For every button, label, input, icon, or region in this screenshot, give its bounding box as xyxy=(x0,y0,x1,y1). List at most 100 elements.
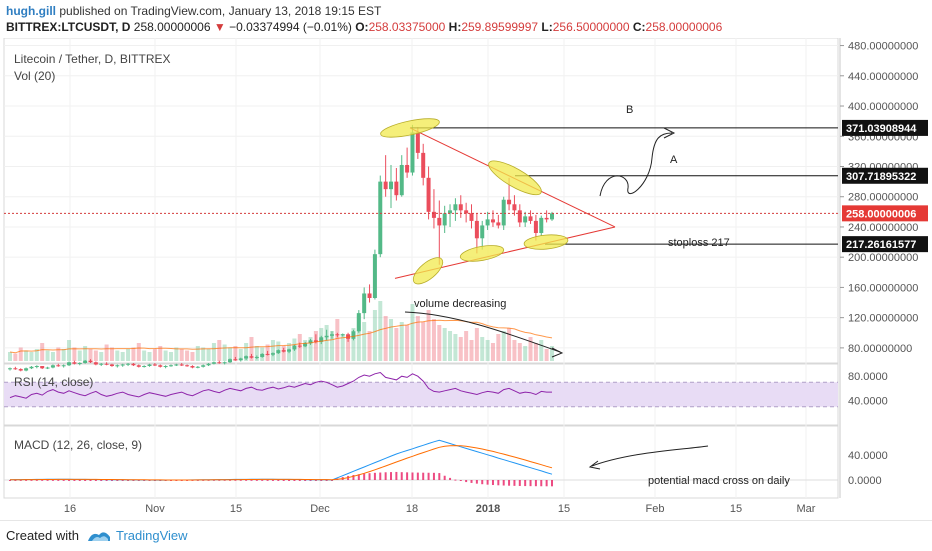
volume-bar xyxy=(217,340,222,361)
volume-bar xyxy=(136,343,141,361)
candle-body xyxy=(185,365,190,367)
macd-histogram-bar xyxy=(459,480,462,481)
macd-histogram-bar xyxy=(116,480,119,481)
chart-area[interactable]: 480.00000000 440.00000000 400.00000000 360.… xyxy=(0,37,932,520)
time-tick-label: 15 xyxy=(730,503,742,515)
macd-arrow-head-icon xyxy=(588,460,601,470)
tradingview-logo-icon[interactable] xyxy=(86,527,112,545)
macd-histogram-bar xyxy=(78,479,81,481)
open-label: O: xyxy=(355,20,369,34)
candle-body xyxy=(88,360,93,363)
volume-bar xyxy=(501,331,506,361)
annotation-volume: volume decreasing xyxy=(414,298,507,310)
candle-body xyxy=(249,356,254,358)
macd-histogram-bar xyxy=(261,479,264,481)
volume-bar xyxy=(335,319,340,361)
macd-histogram-bar xyxy=(486,480,489,485)
volume-bar xyxy=(185,350,190,361)
volume-bar xyxy=(40,343,45,361)
price-label-box xyxy=(842,167,928,184)
price-label-box xyxy=(842,205,928,222)
volume-ma-line xyxy=(9,319,553,354)
price-tick-label: 280.00000000 xyxy=(848,192,918,204)
quote-line: BITTREX:LTCUSDT, D 258.00000006 ▼ −0.033… xyxy=(6,20,722,34)
candle-body xyxy=(174,364,179,366)
candle-body xyxy=(550,213,554,220)
macd-histogram-bar xyxy=(368,473,371,480)
rsi-tick-label: 40.0000 xyxy=(848,396,888,408)
macd-histogram-bar xyxy=(395,471,398,480)
candle-body xyxy=(437,217,442,226)
candle-body xyxy=(211,362,216,364)
macd-histogram-bar xyxy=(19,479,22,481)
candle-body xyxy=(490,219,495,223)
main-pane-frame xyxy=(3,37,839,364)
candle-body xyxy=(18,369,23,371)
volume-bar xyxy=(201,347,206,361)
low-value: 256.50000000 xyxy=(552,20,630,34)
volume-bar xyxy=(426,310,431,361)
volume-bar xyxy=(147,352,152,361)
candle-body xyxy=(8,368,12,370)
volume-bar xyxy=(490,343,495,361)
candle-body xyxy=(512,204,517,211)
macd-histogram-bar xyxy=(41,479,44,481)
macd-histogram-bar xyxy=(384,472,387,480)
volume-bar xyxy=(346,337,351,361)
tradingview-brand[interactable]: TradingView xyxy=(116,528,188,543)
macd-histogram-bar xyxy=(325,480,328,481)
candle-body xyxy=(206,363,211,366)
volume-bar xyxy=(389,319,394,361)
candle-body xyxy=(533,220,538,233)
macd-histogram-bar xyxy=(373,472,376,480)
candle-body xyxy=(228,359,233,363)
author-name[interactable]: hugh.gill xyxy=(6,4,56,18)
volume-bar xyxy=(13,353,18,361)
macd-tick-label: 40.0000 xyxy=(848,450,888,462)
volume-bar xyxy=(244,343,249,361)
volume-bar xyxy=(206,349,211,361)
volume-bar xyxy=(34,349,39,361)
last-price: 258.00000006 xyxy=(133,20,211,34)
volume-bar xyxy=(168,352,173,361)
volume-bar xyxy=(507,328,512,361)
candle-body xyxy=(464,210,469,214)
macd-title: MACD (12, 26, close, 9) xyxy=(14,438,143,452)
volume-bar xyxy=(512,340,517,361)
candle-body xyxy=(394,181,399,196)
macd-histogram-bar xyxy=(30,479,33,481)
time-tick-label: 15 xyxy=(230,503,242,515)
volume-bar xyxy=(474,328,479,361)
chart-svg[interactable]: 480.00000000440.00000000400.00000000360.… xyxy=(0,37,932,520)
candle-body xyxy=(335,334,340,336)
candle-body xyxy=(131,363,136,366)
publish-line: hugh.gill published on TradingView.com, … xyxy=(6,4,381,18)
published-text: published on TradingView.com, January 13… xyxy=(59,4,382,18)
footer: Created with TradingView xyxy=(0,520,932,551)
volume-bar xyxy=(254,346,259,361)
macd-histogram-bar xyxy=(234,479,237,481)
candle-body xyxy=(453,204,458,211)
volume-bar xyxy=(372,310,377,361)
macd-histogram-bar xyxy=(105,480,108,481)
macd-histogram-bar xyxy=(35,479,38,481)
close-value: 258.00000006 xyxy=(645,20,723,34)
volume-bar xyxy=(464,331,469,361)
macd-histogram-bar xyxy=(266,479,269,481)
time-tick-label: Dec xyxy=(310,503,330,515)
price-tick-label: 160.00000000 xyxy=(848,282,918,294)
candle-body xyxy=(356,313,361,332)
volume-bar xyxy=(211,343,216,361)
volume-bar xyxy=(496,334,501,361)
candle-body xyxy=(501,199,506,226)
price-tick-label: 200.00000000 xyxy=(848,252,918,264)
volume-bar xyxy=(142,350,147,361)
high-label: H: xyxy=(448,20,462,34)
volume-bar xyxy=(319,328,324,361)
candle-body xyxy=(496,222,501,226)
price-label-text: 371.03908944 xyxy=(846,123,917,135)
candle-body xyxy=(222,362,227,364)
volume-bar xyxy=(448,331,453,361)
candle-body xyxy=(115,365,120,367)
rsi-line xyxy=(9,371,552,399)
